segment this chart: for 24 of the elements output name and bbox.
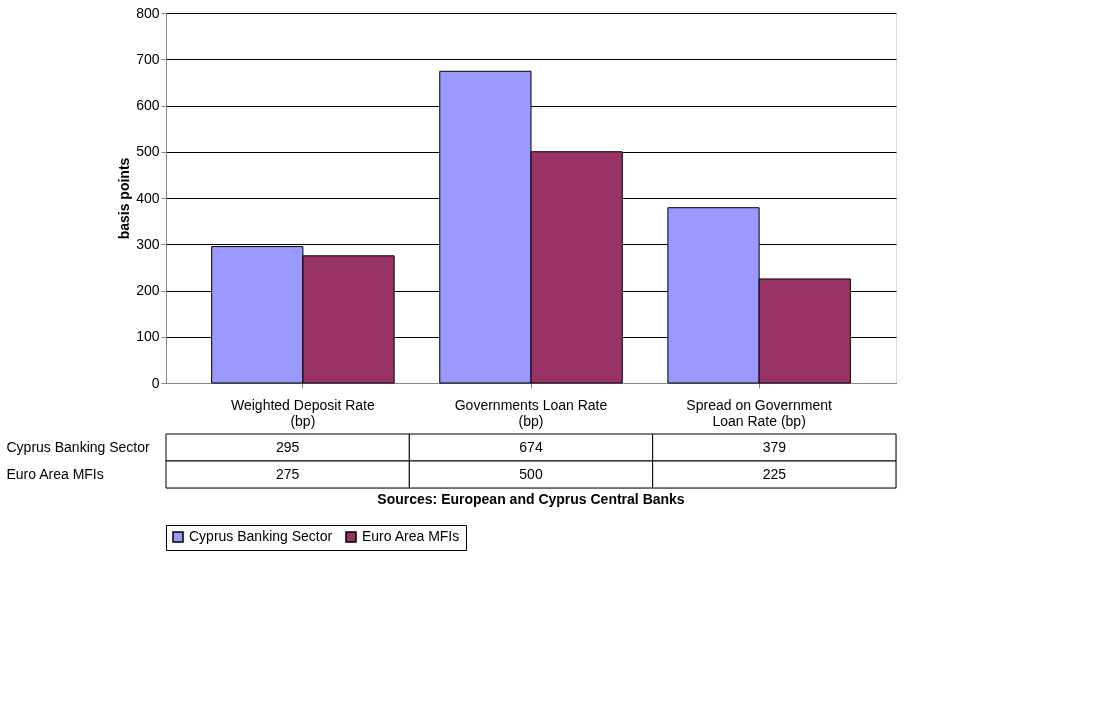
- y-axis-title: basis points: [116, 157, 133, 240]
- x-tick-label: Weighted Deposit Rate (bp): [231, 396, 375, 429]
- y-tick-label: 200: [136, 282, 160, 298]
- y-tick-label: 300: [136, 235, 160, 252]
- data-label: 674: [519, 438, 543, 455]
- y-tick-label: 400: [136, 189, 160, 206]
- legend-label: Cyprus Banking Sector: [189, 528, 333, 544]
- y-tick-label: 500: [136, 143, 160, 160]
- text: Cyprus Banking Sector: [6, 438, 150, 455]
- data-label: 225: [762, 465, 787, 482]
- data-label: 500: [519, 465, 543, 482]
- x-tick-label: Spread on Government Loan Rate (bp): [686, 396, 832, 429]
- data-label: 275: [275, 465, 300, 482]
- y-tick-label: 700: [136, 50, 160, 67]
- x-tick-label: Governments Loan Rate (bp): [454, 396, 608, 429]
- data-label: 295: [275, 438, 300, 455]
- data-label: 379: [762, 438, 787, 455]
- y-tick-label: 0: [151, 374, 160, 391]
- source-note: Sources: European and Cyprus Central Banks: [377, 490, 685, 507]
- text: Euro Area MFIs: [6, 465, 104, 482]
- y-tick-label: 800: [136, 4, 160, 21]
- legend-label: Euro Area MFIs: [362, 528, 460, 544]
- y-tick-label: 100: [136, 328, 160, 345]
- y-tick-label: 600: [136, 97, 160, 113]
